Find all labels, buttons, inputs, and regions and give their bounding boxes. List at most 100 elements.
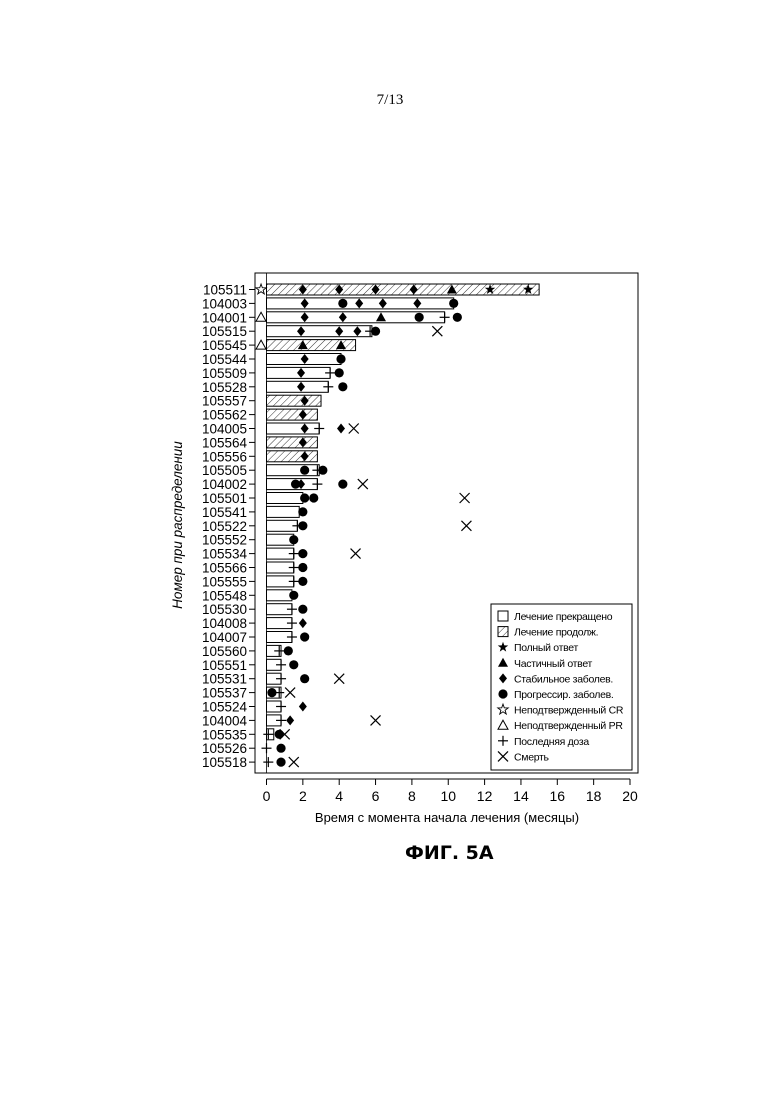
marker-death	[285, 688, 295, 698]
y-tick-label: 105537	[202, 686, 247, 701]
marker-lastdose	[262, 743, 272, 753]
marker-pd	[300, 493, 309, 502]
legend-label: Прогрессир. заболев.	[514, 689, 614, 701]
marker-pd	[275, 730, 284, 739]
bar-ongoing	[267, 451, 318, 462]
patient-row: 105535	[202, 727, 290, 742]
marker-pd	[276, 758, 285, 767]
legend: Лечение прекращеноЛечение продолж.Полный…	[491, 604, 632, 770]
patient-row: 105518	[202, 755, 299, 770]
patient-row: 105522	[202, 519, 471, 534]
marker-pd	[298, 563, 307, 572]
marker-pd	[371, 327, 380, 336]
marker-pd	[298, 521, 307, 530]
patient-row: 104008	[202, 616, 307, 631]
y-tick-label: 104001	[202, 310, 247, 325]
patient-row: 105505	[202, 463, 328, 478]
marker-pd	[498, 689, 507, 698]
y-axis-label: Номер при распределении	[170, 441, 185, 609]
legend-label: Лечение прекращено	[514, 611, 613, 623]
marker-death	[351, 549, 361, 559]
legend-label: Смерть	[514, 751, 550, 763]
bar-discontinued	[267, 493, 303, 504]
legend-label: Неподтвержденный CR	[514, 705, 624, 717]
y-tick-label: 104007	[202, 630, 247, 645]
patient-row: 105526	[202, 741, 286, 756]
bar-ongoing	[267, 395, 322, 406]
marker-lastdose	[263, 757, 273, 767]
marker-pd	[415, 313, 424, 322]
y-tick-label: 105566	[202, 561, 247, 576]
patient-row: 104007	[202, 630, 309, 645]
patient-row: 105557	[202, 394, 321, 409]
marker-pd	[298, 605, 307, 614]
legend-label: Стабильное заболев.	[514, 673, 613, 685]
figure-caption: ФИГ. 5А	[405, 842, 494, 864]
marker-upr	[256, 312, 266, 321]
marker-death	[358, 479, 368, 489]
x-tick-label: 0	[263, 788, 271, 804]
x-tick-label: 12	[477, 788, 493, 804]
y-tick-label: 105509	[202, 366, 247, 381]
y-tick-label: 104003	[202, 296, 247, 311]
y-tick-label: 105560	[202, 644, 247, 659]
legend-item: Стабильное заболев.	[499, 673, 613, 685]
patient-row: 105534	[202, 547, 361, 562]
legend-item: Прогрессир. заболев.	[498, 689, 613, 701]
y-tick-label: 105522	[202, 519, 247, 534]
marker-death	[289, 757, 299, 767]
patient-row: 105537	[202, 686, 295, 701]
y-tick-label: 105501	[202, 491, 247, 506]
patient-row: 104004	[202, 713, 381, 728]
y-tick-label: 105545	[202, 338, 247, 353]
marker-pd	[335, 368, 344, 377]
y-tick-label: 105548	[202, 588, 247, 603]
patient-row: 105501	[202, 491, 470, 506]
marker-pd	[298, 577, 307, 586]
patient-row: 105552	[202, 533, 298, 548]
marker-sd	[337, 424, 345, 434]
y-tick-label: 105515	[202, 324, 247, 339]
patient-row: 105544	[202, 352, 346, 367]
marker-death	[349, 424, 359, 434]
bar-discontinued	[267, 590, 292, 601]
marker-sd	[299, 702, 307, 712]
y-tick-label: 105531	[202, 672, 247, 687]
marker-pd	[336, 354, 345, 363]
y-tick-label: 105562	[202, 408, 247, 423]
y-tick-label: 105544	[202, 352, 248, 367]
y-tick-label: 104005	[202, 422, 247, 437]
patient-row: 105511	[203, 283, 539, 298]
patient-row: 105515	[202, 324, 442, 339]
y-tick-label: 105505	[202, 463, 247, 478]
patient-row: 104001	[202, 310, 462, 325]
x-tick-label: 18	[586, 788, 602, 804]
legend-swatch-ongoing	[498, 627, 508, 637]
legend-label: Частичный ответ	[514, 658, 593, 670]
y-tick-label: 105556	[202, 449, 247, 464]
patient-row: 104005	[202, 422, 359, 437]
patient-row: 105560	[202, 644, 293, 659]
x-axis-label: Время с момента начала лечения (месяцы)	[315, 810, 579, 825]
marker-death	[334, 674, 344, 684]
y-tick-label: 105534	[202, 547, 248, 562]
bar-discontinued	[267, 506, 300, 517]
marker-pd	[289, 591, 298, 600]
patient-row: 105531	[202, 672, 344, 687]
y-tick-label: 105551	[202, 658, 247, 673]
x-tick-label: 8	[408, 788, 416, 804]
marker-pd	[300, 674, 309, 683]
bar-ongoing	[267, 284, 540, 295]
marker-pd	[449, 299, 458, 308]
y-tick-label: 104004	[202, 713, 248, 728]
legend-label: Последняя доза	[514, 736, 589, 748]
marker-sd	[299, 618, 307, 628]
y-tick-label: 105552	[202, 533, 247, 548]
patient-row: 105548	[202, 588, 298, 603]
marker-pd	[338, 382, 347, 391]
marker-sd	[286, 715, 294, 725]
marker-pd	[338, 299, 347, 308]
y-tick-label: 105555	[202, 574, 247, 589]
marker-death	[371, 715, 381, 725]
